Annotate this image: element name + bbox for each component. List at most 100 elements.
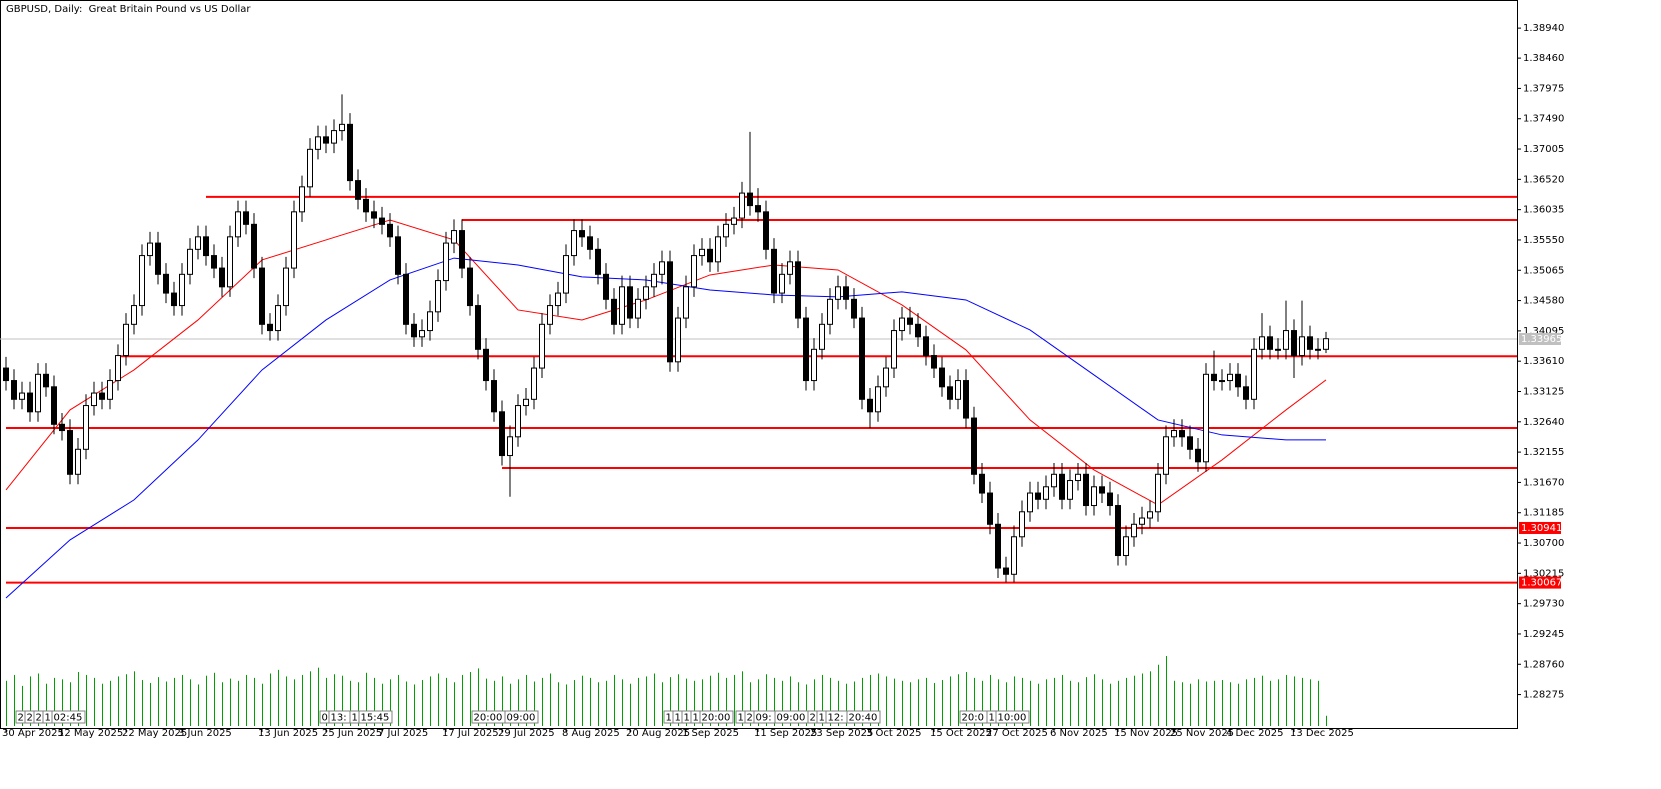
time-marker: 09:00 (507, 713, 536, 724)
candle-body (275, 305, 281, 332)
candle-body (235, 211, 241, 238)
candle-body (811, 348, 817, 382)
candle-body (483, 348, 489, 382)
last-price-box (1519, 333, 1561, 346)
volume-bar (918, 679, 919, 726)
candle-body (195, 236, 201, 250)
y-tick-label: 1.28760 (1523, 659, 1564, 670)
volume-bar (86, 674, 87, 726)
volume-bar (1278, 679, 1279, 726)
y-tick-label: 1.38460 (1523, 53, 1564, 64)
volume-bar (110, 680, 111, 726)
candle-body (59, 423, 65, 432)
volume-bar (966, 672, 967, 726)
x-tick-label: 13 Jun 2025 (258, 728, 318, 739)
volume-bar (790, 676, 791, 726)
candle-body (67, 430, 73, 475)
y-tick-label: 1.30700 (1523, 538, 1564, 549)
time-marker: 2 (27, 713, 33, 724)
volume-bar (734, 674, 735, 726)
x-tick-label: 17 Jul 2025 (442, 728, 499, 739)
volume-bar (1046, 679, 1047, 726)
candle-body (1203, 373, 1209, 463)
volume-bar (326, 677, 327, 726)
volume-bar (1062, 674, 1063, 726)
candle-body (1139, 517, 1145, 525)
volume-bar (454, 682, 455, 726)
candle-body (1291, 330, 1297, 357)
volume-bar (822, 674, 823, 726)
candle-body (1083, 473, 1089, 507)
volume-bar (758, 679, 759, 726)
volume-bar (1222, 680, 1223, 726)
volume-bar (318, 667, 319, 726)
last-price-label: 1.33965 (1521, 334, 1562, 345)
candle-body (715, 236, 721, 263)
candle-body (259, 267, 265, 325)
volume-bar (694, 680, 695, 726)
volume-bar (206, 675, 207, 726)
candle-body (283, 267, 289, 307)
volume-bar (302, 674, 303, 726)
candle-body (523, 398, 529, 407)
volume-bar (1006, 682, 1007, 726)
volume-bar (38, 673, 39, 726)
candle-body (459, 230, 465, 269)
y-tick-label: 1.31670 (1523, 477, 1564, 488)
volume-bar (1022, 677, 1023, 726)
candle-body (315, 136, 321, 150)
volume-bar (494, 680, 495, 726)
y-tick-label: 1.35550 (1523, 235, 1564, 246)
volume-bar (766, 674, 767, 726)
volume-bar (510, 683, 511, 726)
volume-bar (598, 682, 599, 726)
candle-body (451, 230, 457, 244)
volume-bar (1174, 680, 1175, 726)
time-marker: 2 (18, 713, 24, 724)
candle-body (1155, 473, 1161, 513)
volume-bar (774, 677, 775, 726)
volume-bar (342, 675, 343, 726)
volume-bar (502, 676, 503, 726)
candle-body (1243, 386, 1249, 400)
time-marker: 2 (36, 713, 42, 724)
candle-body (579, 230, 585, 238)
volume-bar (646, 676, 647, 726)
volume-bar (478, 668, 479, 726)
volume-bar (814, 679, 815, 726)
volume-bar (1166, 656, 1167, 726)
x-tick-label: 20 Aug 2025 (626, 728, 690, 739)
volume-bar (1286, 674, 1287, 726)
volume-bar (1102, 679, 1103, 726)
candle-body (491, 380, 497, 413)
candle-body (739, 192, 745, 219)
candle-body (1323, 338, 1329, 350)
volume-bar (398, 674, 399, 726)
volume-bar (1134, 675, 1135, 726)
candle-body (187, 248, 193, 275)
candle-body (747, 192, 753, 207)
moving-average (5, 257, 1326, 599)
volume-bar (406, 681, 407, 726)
volume-bar (1294, 676, 1295, 726)
candle-body (731, 217, 737, 225)
volume-bar (566, 684, 567, 726)
time-marker: 20:00 (702, 713, 731, 724)
volume-bar (190, 679, 191, 726)
candle-body (75, 448, 81, 475)
candle-body (1051, 473, 1057, 488)
x-tick-label: 27 Oct 2025 (986, 728, 1048, 739)
volume-bar (62, 679, 63, 726)
volume-bar (878, 673, 879, 726)
candle-body (955, 380, 961, 400)
x-tick-label: 12 May 2025 (58, 728, 123, 739)
volume-bar (1086, 677, 1087, 726)
candle-body (155, 242, 161, 275)
x-tick-label: 4 Dec 2025 (1226, 728, 1284, 739)
candle-body (379, 217, 385, 225)
candle-body (339, 123, 345, 132)
candle-body (835, 286, 841, 300)
candle-body (1147, 511, 1153, 519)
time-marker: 02:45 (54, 713, 83, 724)
candle-body (91, 392, 97, 407)
